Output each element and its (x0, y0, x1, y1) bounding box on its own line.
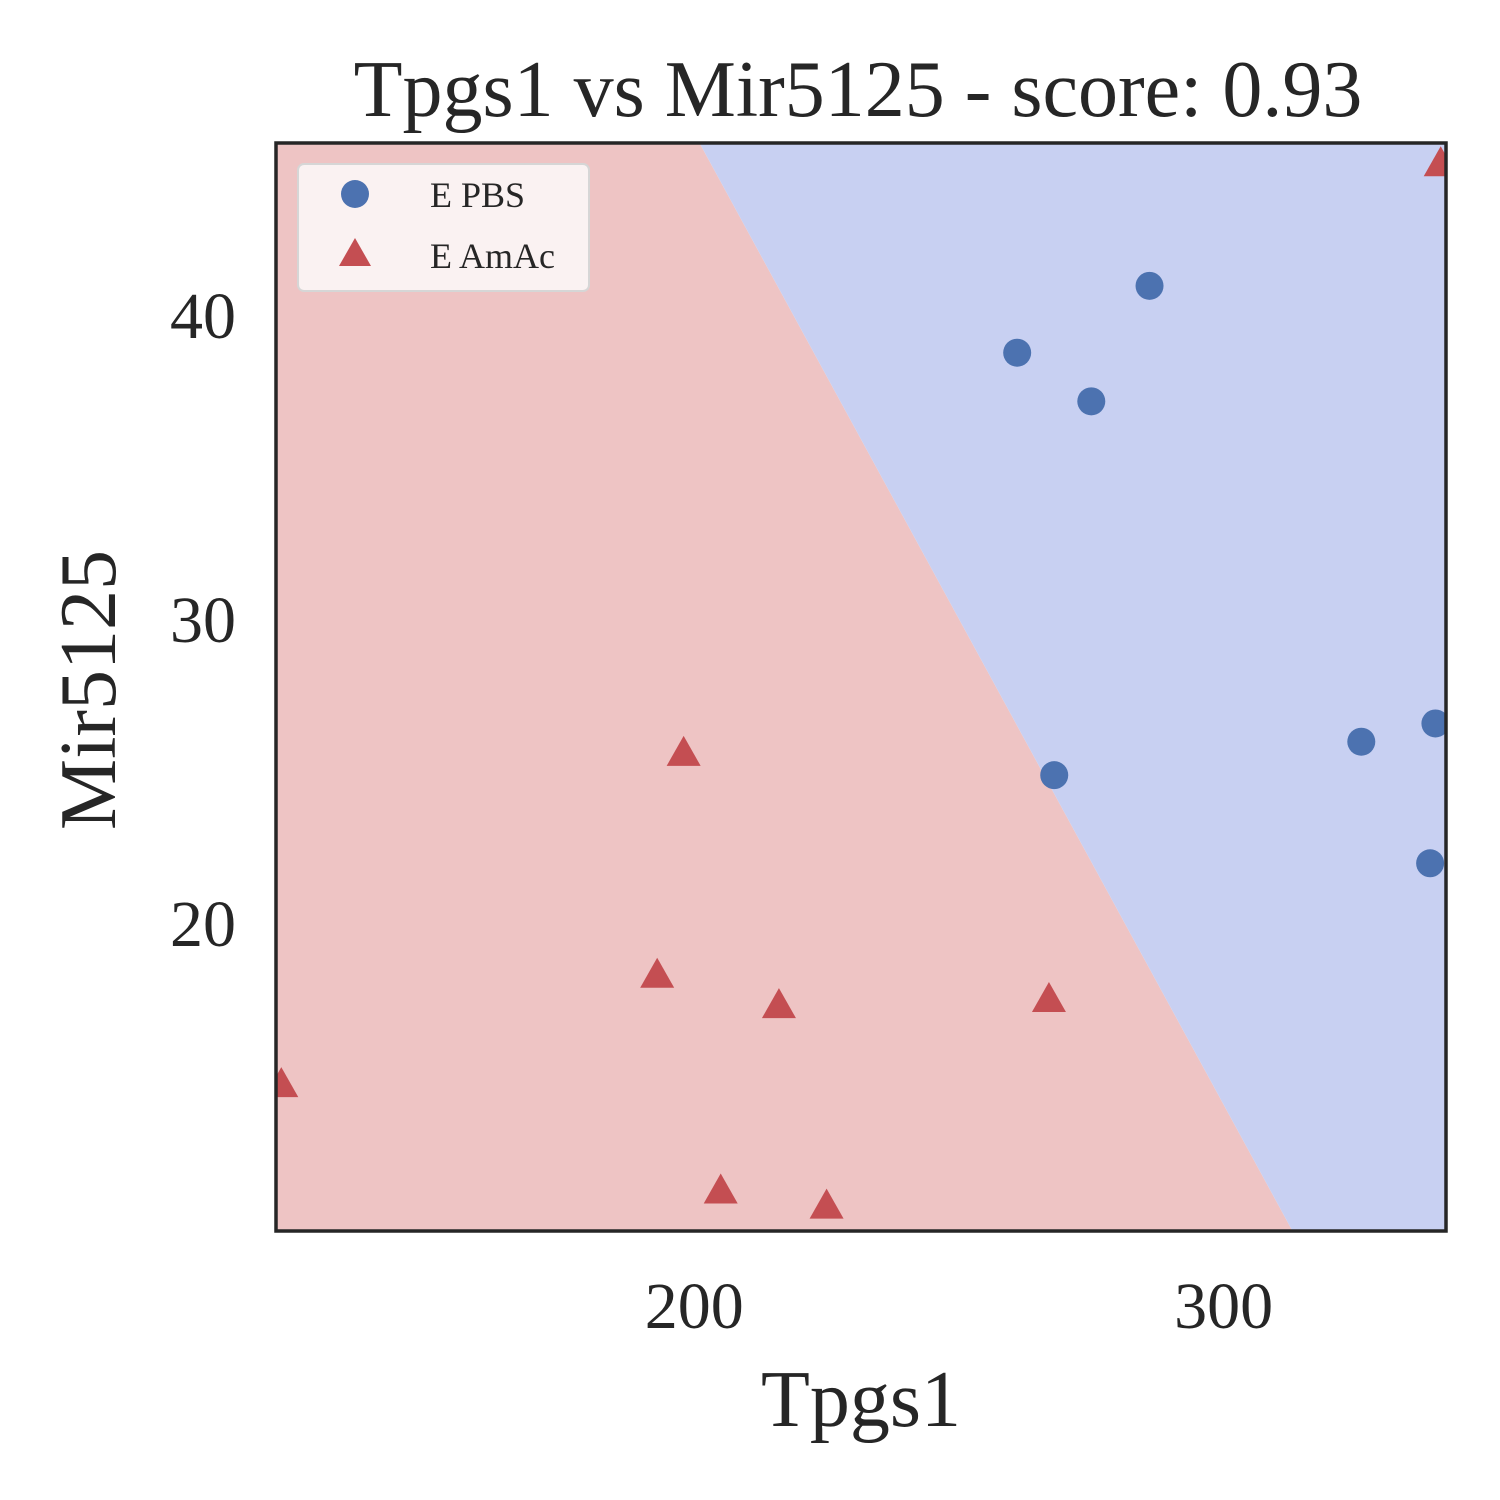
x-axis-label: Tpgs1 (761, 1356, 961, 1444)
point-e-pbs-4 (1347, 727, 1376, 756)
y-tick-label: 30 (170, 584, 236, 657)
x-axis-ticks: 200 300 (645, 1270, 1273, 1343)
point-e-amac-6 (1031, 982, 1066, 1013)
point-e-pbs-5 (1421, 709, 1446, 738)
point-e-amac-2 (666, 735, 701, 766)
legend-label-e-pbs: E PBS (430, 175, 525, 215)
point-e-pbs-1 (1077, 387, 1106, 416)
x-tick-label: 300 (1174, 1270, 1273, 1343)
x-tick-label: 200 (645, 1270, 744, 1343)
y-axis-label: Mir5125 (45, 550, 133, 830)
plot-frame (274, 141, 1448, 1233)
points-layer (276, 146, 1446, 1219)
point-e-pbs-3 (1040, 761, 1069, 790)
legend-marker-e-amac (339, 238, 371, 266)
point-e-amac-3 (703, 1173, 738, 1204)
point-e-amac-5 (809, 1188, 844, 1219)
point-e-pbs-6 (1416, 849, 1445, 878)
point-e-pbs-0 (1003, 338, 1032, 367)
point-e-amac-1 (640, 957, 675, 988)
point-e-amac-4 (761, 988, 796, 1019)
chart-title: Tpgs1 vs Mir5125 - score: 0.93 (354, 46, 1363, 134)
y-tick-label: 40 (170, 280, 236, 353)
legend: E PBS E AmAc (297, 163, 590, 292)
legend-box (297, 163, 590, 292)
y-tick-label: 20 (170, 888, 236, 961)
point-e-amac-7 (1423, 146, 1446, 177)
legend-label-e-amac: E AmAc (430, 236, 555, 276)
legend-marker-e-pbs (341, 180, 369, 208)
decision-region-e-amac (276, 143, 1293, 1231)
plot-area (276, 143, 1446, 1231)
decision-region-e-pbs (699, 143, 1446, 1231)
y-axis-ticks: 20 30 40 (170, 280, 236, 961)
point-e-pbs-2 (1135, 271, 1164, 300)
point-e-amac-0 (276, 1067, 299, 1098)
